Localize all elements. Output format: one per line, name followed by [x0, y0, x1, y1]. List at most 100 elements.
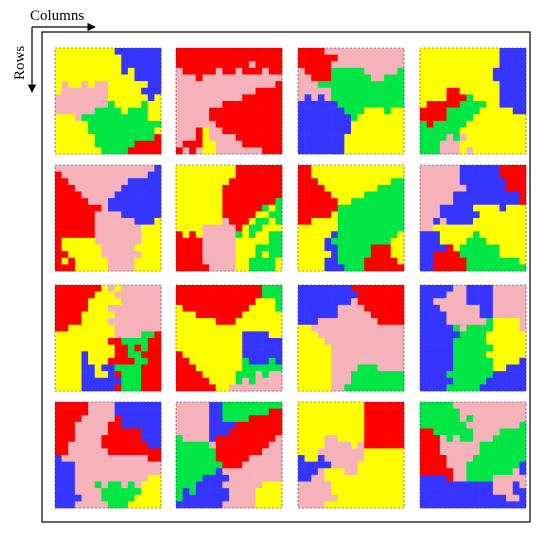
cell	[182, 120, 190, 128]
cell	[215, 120, 223, 128]
cell	[473, 461, 480, 469]
cell	[364, 257, 372, 265]
cell	[337, 304, 345, 312]
cell	[121, 48, 129, 55]
cell	[215, 428, 223, 436]
cell	[439, 481, 447, 489]
cell	[466, 494, 474, 502]
cell	[182, 178, 190, 186]
cell	[519, 264, 527, 272]
cell	[304, 244, 312, 252]
cell	[304, 81, 312, 89]
cell	[370, 48, 378, 55]
cell	[439, 351, 447, 359]
cell	[344, 244, 352, 252]
cell	[61, 501, 69, 509]
cell	[141, 171, 149, 179]
cell	[229, 474, 236, 482]
cell	[189, 74, 197, 82]
cell	[222, 481, 230, 489]
cell	[88, 101, 96, 108]
cell	[255, 331, 263, 339]
cell	[215, 184, 223, 192]
cell	[182, 171, 190, 179]
cell	[317, 67, 325, 75]
cell	[195, 48, 203, 55]
cell	[298, 344, 305, 352]
cell	[127, 165, 135, 172]
cell	[94, 101, 102, 108]
cell	[81, 94, 89, 102]
cell	[492, 298, 500, 306]
cell	[202, 298, 210, 306]
cell	[275, 171, 283, 179]
cell	[390, 455, 398, 462]
cell	[446, 165, 454, 172]
cell	[235, 48, 243, 55]
cell	[512, 324, 520, 332]
cell	[275, 147, 283, 155]
cell	[331, 264, 339, 272]
cell	[202, 501, 210, 509]
cell	[492, 448, 500, 456]
cell	[351, 94, 358, 102]
cell	[298, 87, 305, 95]
cell	[114, 101, 122, 108]
cell	[426, 184, 434, 192]
cell	[311, 140, 319, 148]
cell	[370, 488, 378, 496]
cell	[229, 67, 236, 75]
cell	[473, 101, 480, 108]
cell	[459, 435, 467, 443]
cell	[344, 448, 352, 456]
cell	[182, 165, 190, 172]
cell	[235, 257, 243, 265]
cell	[134, 318, 142, 326]
cell	[433, 204, 441, 212]
cell	[486, 285, 494, 292]
cell	[331, 311, 339, 319]
cell	[229, 74, 236, 82]
cell	[370, 501, 378, 509]
cell	[370, 257, 378, 265]
cell	[446, 448, 454, 456]
cell	[446, 357, 454, 365]
cell	[182, 231, 190, 239]
cell	[446, 291, 454, 299]
cell	[426, 178, 434, 186]
cell	[390, 428, 398, 436]
cell	[331, 165, 339, 172]
cell	[426, 488, 434, 496]
cell	[473, 87, 480, 95]
cell	[466, 218, 474, 225]
cell	[486, 311, 494, 319]
cell	[209, 264, 217, 272]
cell	[324, 384, 332, 392]
cell	[154, 184, 162, 192]
cell	[351, 184, 358, 192]
cell	[215, 81, 223, 89]
cell	[74, 324, 82, 332]
cell	[512, 435, 520, 443]
cell	[397, 264, 405, 272]
cell	[229, 298, 236, 306]
cell	[466, 171, 474, 179]
cell	[222, 455, 230, 462]
cell	[453, 224, 461, 232]
cell	[486, 204, 494, 212]
cell	[506, 331, 514, 339]
cell	[61, 468, 69, 476]
cell	[189, 291, 197, 299]
cell	[492, 435, 500, 443]
cell	[127, 402, 135, 409]
cell	[121, 218, 129, 225]
cell	[242, 488, 250, 496]
cell	[317, 218, 325, 225]
cell	[215, 251, 223, 259]
cell	[127, 415, 135, 423]
cell	[390, 501, 398, 509]
cell	[519, 244, 527, 252]
cell	[390, 461, 398, 469]
cell	[202, 291, 210, 299]
cell	[68, 351, 76, 359]
